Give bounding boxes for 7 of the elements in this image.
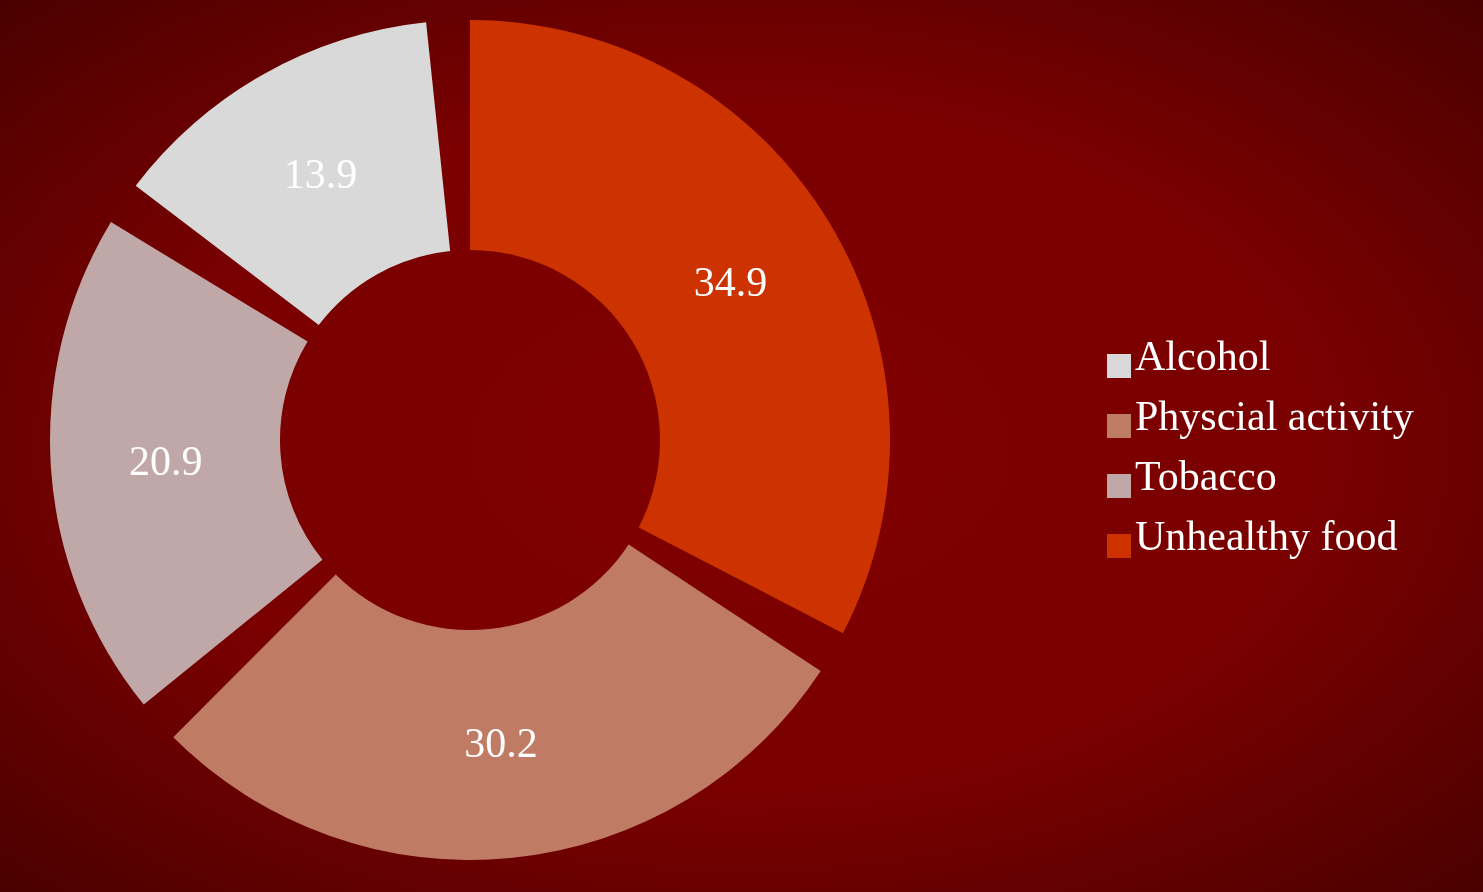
- legend-label: Unhealthy food: [1135, 513, 1398, 559]
- legend-label: Alcohol: [1135, 333, 1271, 379]
- data-label: 20.9: [128, 437, 203, 484]
- legend-label: Physcial activity: [1135, 393, 1414, 439]
- data-label: 30.2: [464, 720, 538, 767]
- data-label: 34.9: [693, 258, 768, 305]
- legend-label: Tobacco: [1135, 453, 1277, 499]
